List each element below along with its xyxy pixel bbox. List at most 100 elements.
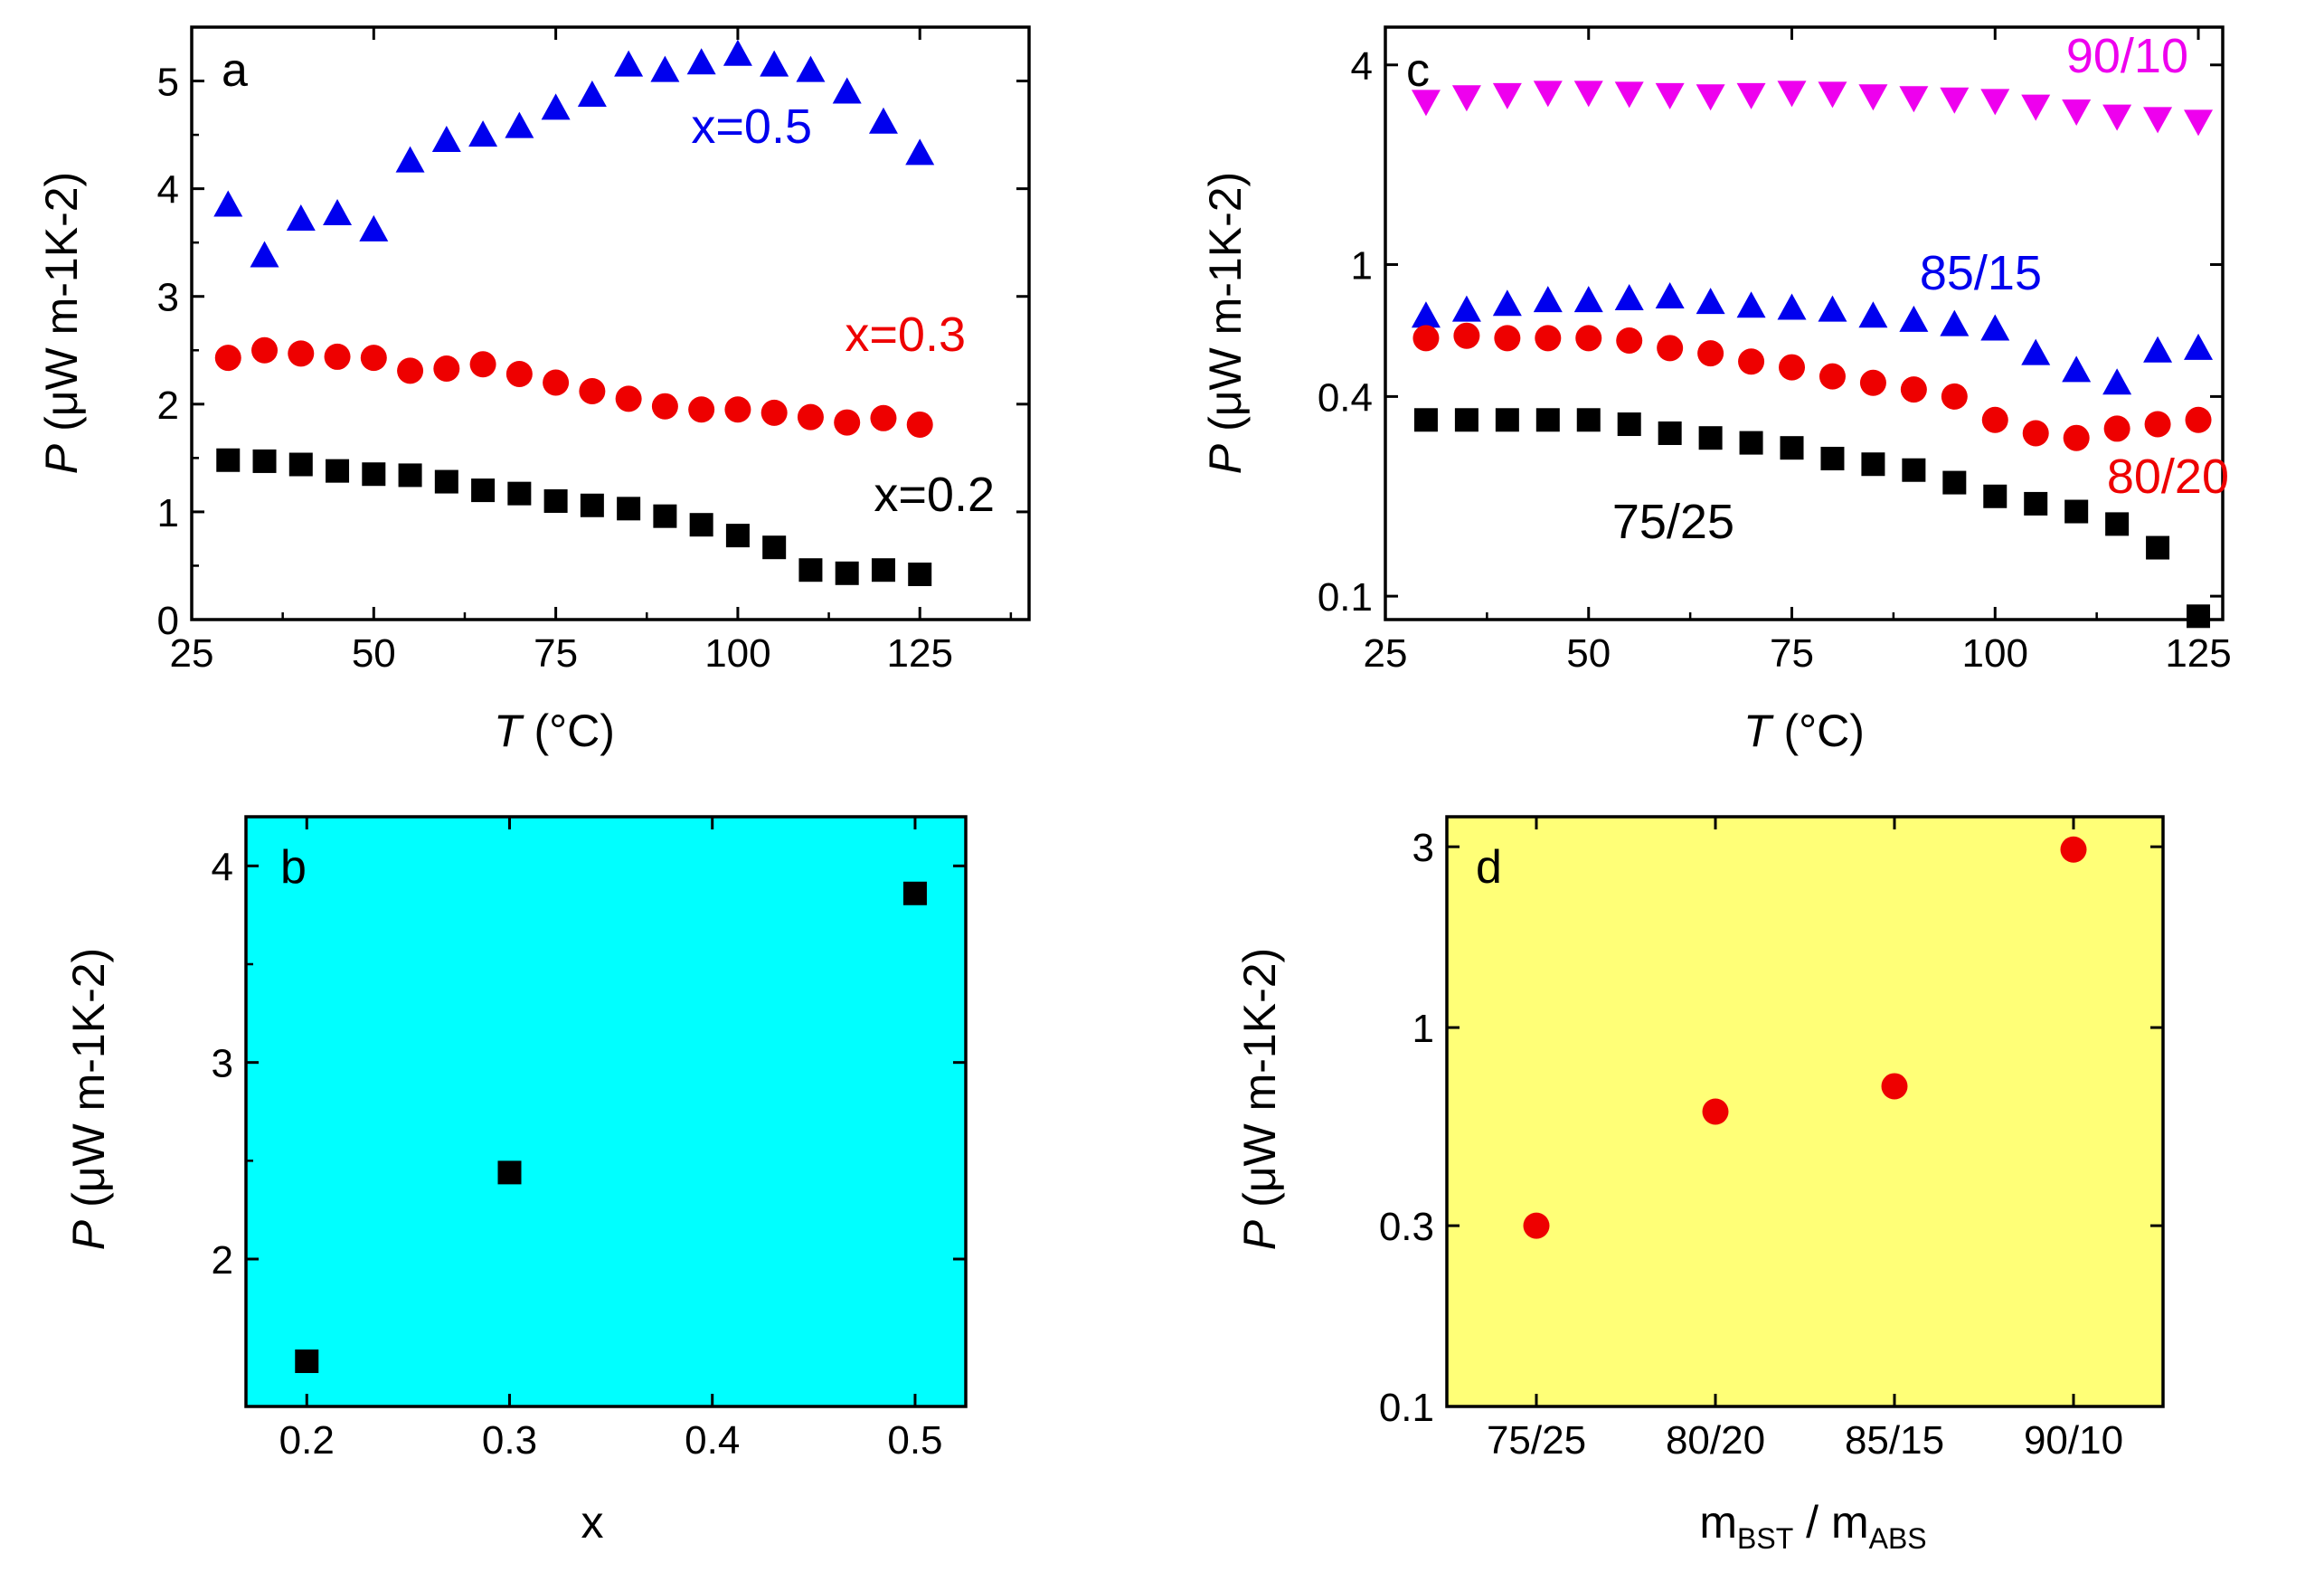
plot-frame-d — [1445, 815, 2165, 1408]
data-point-a-x-0-3 — [214, 345, 241, 372]
data-point-c-90-10 — [2102, 104, 2132, 131]
x-tick-label-a: 25 — [170, 631, 214, 676]
x-tick-label-c: 100 — [1962, 631, 2028, 676]
data-point-c-90-10 — [1980, 89, 2010, 116]
data-point-c-75-25 — [1861, 452, 1885, 477]
data-point-c-85-15 — [2102, 368, 2132, 395]
x-axis-label-b: x — [581, 1497, 604, 1548]
y-tick-label-d: 1 — [1412, 1007, 1434, 1051]
data-point-c-85-15 — [1492, 289, 1522, 317]
data-point-c-75-25 — [2105, 512, 2130, 536]
series-b-p-vs-x — [295, 881, 927, 1374]
data-point-d-p-vs-mass-ratio — [2060, 836, 2087, 863]
data-point-a-x-0-3 — [543, 369, 570, 396]
series-c-80-20 — [1412, 322, 2212, 451]
series-label-c-80-20: 80/20 — [2107, 450, 2229, 504]
panel-d: 75/25 80/20 85/15 90/10 0.1 0.3 1 3 d mBST / mABS… — [1234, 815, 2165, 1555]
series-label-a-x-0-2: x=0.2 — [874, 468, 995, 522]
y-tick-label-d: 0.1 — [1379, 1386, 1434, 1430]
plot-frame-b — [244, 815, 968, 1408]
plot-frame-a — [190, 25, 1031, 621]
x-tick-label-c: 25 — [1364, 631, 1408, 676]
data-point-c-80-20 — [2103, 415, 2130, 442]
data-point-c-85-15 — [2062, 355, 2092, 383]
data-point-a-x-0-3 — [870, 404, 897, 431]
data-point-c-75-25 — [2187, 604, 2211, 629]
data-point-c-75-25 — [1820, 446, 1845, 470]
data-point-c-90-10 — [1614, 81, 1644, 109]
y-tick-label-c: 0.4 — [1318, 375, 1373, 420]
data-point-c-90-10 — [2184, 109, 2214, 137]
data-point-a-x-0-3 — [288, 340, 315, 367]
y-tick-label-a: 5 — [157, 61, 179, 105]
data-point-a-x-0-5 — [614, 50, 644, 77]
data-point-a-x-0-5 — [723, 39, 752, 66]
panel-label-c: c — [1406, 44, 1430, 97]
data-point-c-80-20 — [1981, 406, 2008, 433]
data-point-a-x-0-5 — [395, 146, 425, 173]
data-point-c-75-25 — [1942, 470, 1967, 495]
data-point-c-90-10 — [2021, 94, 2051, 121]
data-point-a-x-0-3 — [433, 355, 460, 383]
data-point-c-80-20 — [1779, 354, 1806, 381]
data-point-c-80-20 — [1494, 325, 1521, 352]
data-point-a-x-0-2 — [762, 535, 787, 560]
data-point-c-75-25 — [1617, 412, 1641, 437]
data-point-d-p-vs-mass-ratio — [1702, 1098, 1729, 1125]
data-point-a-x-0-5 — [796, 55, 826, 82]
data-point-c-80-20 — [1535, 325, 1562, 352]
xlabel-unit: (°C) — [522, 706, 615, 756]
xlabel-unit: x — [581, 1497, 604, 1548]
data-point-a-x-0-2 — [835, 561, 859, 585]
data-point-c-75-25 — [2064, 499, 2089, 524]
data-point-a-x-0-2 — [507, 481, 532, 506]
x-tick-label-d: 75/25 — [1487, 1418, 1586, 1463]
data-point-a-x-0-5 — [323, 199, 353, 226]
data-point-a-x-0-5 — [468, 120, 498, 147]
y-axis-label-b: P (μW m-1K-2) — [63, 948, 114, 1250]
data-point-c-90-10 — [1818, 81, 1847, 109]
panel-a: 25 50 75 100 125 0 1 2 3 4 5 x=0.5 x=0.3 x=0.2 a T (°C)… — [36, 25, 1031, 756]
data-point-c-80-20 — [1412, 325, 1440, 352]
data-point-c-85-15 — [2143, 336, 2173, 363]
y-tick-label-c: 4 — [1351, 44, 1373, 89]
series-label-a-x-0-3: x=0.3 — [845, 308, 966, 362]
x-axis-label-c: T (°C) — [1743, 706, 1865, 756]
data-point-a-x-0-3 — [469, 351, 496, 378]
x-axis-label-a: T (°C) — [494, 706, 615, 756]
data-point-a-x-0-2 — [471, 478, 496, 503]
data-point-a-x-0-2 — [543, 489, 568, 513]
data-point-c-80-20 — [1819, 363, 1846, 390]
data-point-a-x-0-2 — [288, 452, 313, 477]
data-point-c-85-15 — [1696, 288, 1725, 315]
y-tick-label-a: 4 — [157, 168, 179, 213]
data-point-c-80-20 — [1941, 383, 1968, 410]
data-point-a-x-0-3 — [688, 396, 715, 423]
data-point-a-x-0-5 — [505, 111, 534, 138]
plot-frame-c — [1384, 25, 2225, 621]
ylabel-variable: P — [63, 1219, 114, 1250]
data-point-c-90-10 — [1655, 82, 1685, 109]
data-point-a-x-0-5 — [868, 107, 898, 134]
x-tick-label-b: 0.5 — [887, 1418, 942, 1463]
ylabel-variable: P — [1234, 1219, 1285, 1250]
data-point-c-75-25 — [1902, 458, 1926, 482]
data-point-a-x-0-5 — [250, 241, 279, 268]
data-point-c-80-20 — [1657, 335, 1684, 362]
data-point-c-90-10 — [2143, 107, 2173, 134]
data-point-c-80-20 — [1900, 376, 1927, 403]
series-label-c-75-25: 75/25 — [1612, 495, 1734, 549]
y-axis-label-c: P (μW m-1K-2) — [1200, 172, 1251, 474]
data-point-a-x-0-3 — [615, 385, 642, 412]
data-point-a-x-0-3 — [724, 396, 751, 423]
x-tick-label-b: 0.3 — [482, 1418, 537, 1463]
x-tick-label-d: 80/20 — [1666, 1418, 1765, 1463]
y-tick-label-a: 3 — [157, 276, 179, 320]
x-tick-label-d: 90/10 — [2024, 1418, 2123, 1463]
series-label-c-90-10: 90/10 — [2066, 29, 2188, 83]
xlabel-variable: T — [494, 706, 524, 756]
y-tick-label-b: 4 — [212, 845, 233, 889]
series-a-x-0-3 — [214, 336, 933, 438]
xlabel-variable: T — [1743, 706, 1774, 756]
